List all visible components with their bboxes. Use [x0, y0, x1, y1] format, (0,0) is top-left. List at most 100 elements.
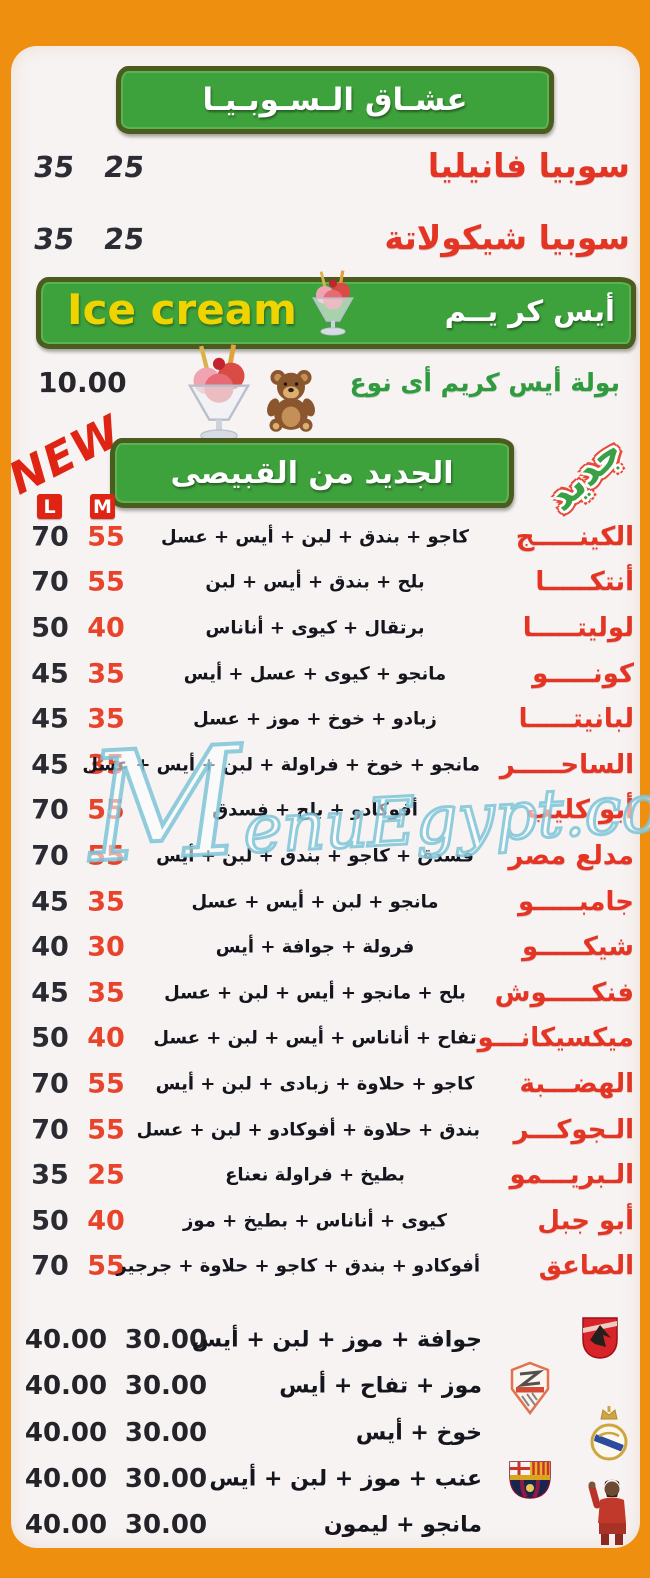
item-ingredients: فسدق + كاجو + بندق + لبن + أيس	[156, 845, 474, 867]
item-ingredients: موز + تفاح + أيس	[279, 1373, 482, 1399]
item-name: الهضـــبة	[519, 1068, 635, 1099]
price-medium: 55	[87, 1114, 125, 1146]
price-medium: 35	[87, 886, 125, 918]
ice-cream-item-desc: بولة أيس كريم أى نوع	[349, 368, 620, 397]
item-ingredients: خوخ + أيس	[355, 1420, 482, 1446]
price-medium: 55	[87, 840, 125, 872]
size-column-header-medium: M	[90, 494, 115, 519]
sundae-icon	[312, 270, 354, 336]
new-section-list: 70 55 كاجو + بندق + لبن + أيس + عسل الكينــ…	[0, 514, 650, 1289]
item-ingredients: بلح + بندق + أيس + لبن	[205, 571, 425, 593]
sundae-icon	[187, 344, 251, 442]
menu-row: 45 35 مانجو + كيوى + عسل + أيس كونـــــو	[0, 651, 650, 697]
item-ingredients: كاجو + بندق + لبن + أيس + عسل	[161, 526, 469, 548]
menu-row: 70 55 أفوكادو + بلح + فسدق أبو كليب	[0, 788, 650, 834]
price-medium: 55	[87, 566, 125, 598]
item-ingredients: بلح + مانجو + أيس + لبن + عسل	[164, 982, 466, 1004]
price-medium: 35	[87, 977, 125, 1009]
new-section-banner-title: الجديد من القبيصى	[170, 455, 454, 491]
menu-row: 45 35 مانجو + لبن + أيس + عسل جامبـــــو	[0, 879, 650, 925]
menu-row: 35 25 بطيخ + فراولة نعناع الـبريـــمو	[0, 1152, 650, 1198]
price-large: 40.00	[24, 1325, 108, 1356]
price-large: 45	[31, 658, 69, 690]
price-large: 40	[31, 931, 69, 963]
menu-row: 50 40 برتقال + كيوى + أناناس لوليتـــــا	[0, 605, 650, 651]
sobia-item-name: سوبيا فانيليا	[427, 146, 630, 185]
item-ingredients: مانجو + كيوى + عسل + أيس	[183, 663, 447, 685]
price-medium: 35	[87, 703, 125, 735]
item-name: فنكـــــوش	[494, 977, 634, 1008]
item-ingredients: مانجو + لبن + أيس + عسل	[191, 891, 439, 913]
price-medium: 40	[87, 1022, 125, 1054]
item-ingredients: جوافة + موز + لبن + أيس	[191, 1327, 482, 1353]
ice-cream-banner-title-en: Ice cream	[67, 285, 297, 334]
price-medium: 35	[87, 658, 125, 690]
club-row: 40.00 30.00 مانجو + ليمون	[0, 1502, 650, 1548]
price-medium: 30.00	[124, 1510, 208, 1541]
ice-cream-section-banner: Ice cream أيس كر يــم	[36, 270, 636, 349]
price-medium: 55	[87, 521, 125, 553]
price-large: 35	[31, 1159, 69, 1191]
menu-row: 45 35 زبادو + خوخ + موز + عسل لبانيتـــــا	[0, 696, 650, 742]
price-medium: 35	[87, 749, 125, 781]
new-section-banner: الجديد من القبيصى	[110, 438, 514, 508]
price-large: 45	[31, 977, 69, 1009]
sobia-item-price-large: 35	[31, 222, 77, 256]
teddy-bear-icon	[267, 370, 315, 432]
item-name: لبانيتـــــا	[518, 704, 634, 735]
ice-cream-item-price: 10.00	[38, 366, 127, 399]
item-ingredients: بندق + حلاوة + أفوكادو + لبن + عسل	[136, 1119, 480, 1141]
item-name: أبو كليب	[526, 795, 634, 826]
price-medium: 40	[87, 612, 125, 644]
item-name: الساحـــــر	[499, 749, 634, 780]
price-large: 70	[31, 794, 69, 826]
menu-row: 70 55 بندق + حلاوة + أفوكادو + لبن + عسل ال…	[0, 1107, 650, 1153]
sobia-item-price-large: 35	[31, 150, 77, 184]
price-medium: 30.00	[124, 1371, 208, 1402]
price-large: 45	[31, 886, 69, 918]
item-ingredients: كيوى + أناناس + بطيخ + موز	[183, 1210, 447, 1232]
real-madrid-crest-icon	[590, 1406, 628, 1461]
sobia-item-price-medium: 25	[101, 150, 147, 184]
price-large: 40.00	[24, 1417, 108, 1448]
item-name: الصاعق	[538, 1251, 634, 1282]
sobia-item-name: سوبيا شيكولاتة	[384, 218, 630, 257]
item-ingredients: زبادو + خوخ + موز + عسل	[193, 708, 437, 730]
price-large: 50	[31, 1205, 69, 1237]
item-ingredients: تفاح + أناناس + أيس + لبن + عسل	[153, 1027, 477, 1049]
item-ingredients: برتقال + كيوى + أناناس	[205, 617, 425, 639]
zamalek-crest-icon	[510, 1361, 550, 1415]
club-row: 40.00 30.00 موز + تفاح + أيس	[0, 1363, 650, 1409]
price-large: 40.00	[24, 1464, 108, 1495]
price-medium: 30.00	[124, 1417, 208, 1448]
price-large: 70	[31, 566, 69, 598]
menu-row: 50 40 تفاح + أناناس + أيس + لبن + عسل ميكسي…	[0, 1016, 650, 1062]
sobia-item-price-medium: 25	[101, 222, 147, 256]
item-name: أنتكـــــا	[535, 567, 634, 598]
price-large: 70	[31, 840, 69, 872]
menu-row: 40 30 فرولة + جوافة + أيس شيكـــــو	[0, 924, 650, 970]
menu-row: 70 55 بلح + بندق + أيس + لبن أنتكـــــا	[0, 560, 650, 606]
item-ingredients: أفوكادو + بندق + كاجو + حلاوة + جرجير	[116, 1255, 480, 1277]
club-row: 40.00 30.00 جوافة + موز + لبن + أيس	[0, 1317, 650, 1363]
price-medium: 30	[87, 931, 125, 963]
menu-row: 70 55 أفوكادو + بندق + كاجو + حلاوة + جرجي…	[0, 1244, 650, 1290]
item-name: الكينـــــج	[515, 521, 634, 552]
item-name: الـبريـــمو	[509, 1160, 634, 1191]
price-large: 70	[31, 1114, 69, 1146]
menu-row: 70 55 فسدق + كاجو + بندق + لبن + أيس مدلع م…	[0, 833, 650, 879]
item-ingredients: مانجو + خوخ + فراولة + لبن + أيس + عسل	[82, 754, 480, 776]
menu-row: 70 55 كاجو + حلاوة + زبادى + لبن + أيس الهض…	[0, 1061, 650, 1107]
price-large: 40.00	[24, 1510, 108, 1541]
size-column-header-large: L	[37, 494, 62, 519]
clubs-list: 40.00 30.00 جوافة + موز + لبن + أيس 40.00 3…	[0, 1317, 650, 1548]
item-ingredients: بطيخ + فراولة نعناع	[225, 1164, 405, 1186]
item-name: مدلع مصر	[508, 840, 634, 871]
item-name: ميكسيكانـــو	[477, 1023, 634, 1054]
club-row: 40.00 30.00 خوخ + أيس	[0, 1410, 650, 1456]
ice-cream-banner-title-ar: أيس كر يــم	[444, 294, 615, 328]
price-medium: 30.00	[124, 1325, 208, 1356]
menu-row: 70 55 كاجو + بندق + لبن + أيس + عسل الكينــ…	[0, 514, 650, 560]
sobia-section-banner: عشـاق الـسـوبـيـا	[116, 66, 554, 134]
